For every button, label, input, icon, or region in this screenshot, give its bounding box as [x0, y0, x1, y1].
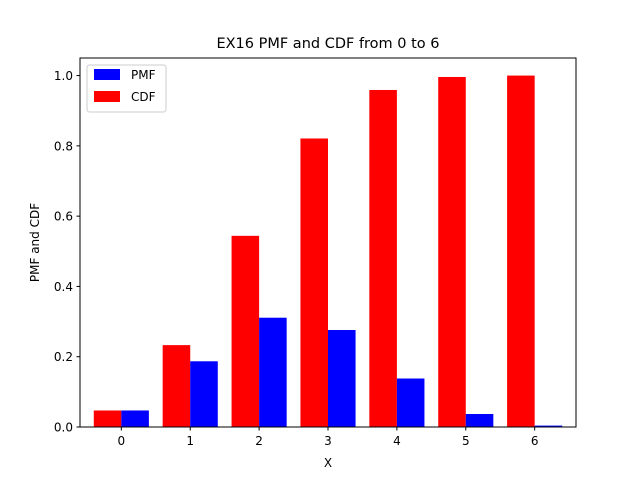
- chart-title: EX16 PMF and CDF from 0 to 6: [216, 36, 439, 52]
- bar-pmf-5: [465, 414, 494, 427]
- y-tick-label: 0.8: [54, 139, 73, 153]
- x-tick-label: 1: [186, 434, 194, 448]
- x-tick-label: 6: [531, 434, 539, 448]
- x-tick-label: 5: [462, 434, 470, 448]
- bar-cdf-3: [300, 138, 328, 428]
- x-tick-label: 0: [118, 434, 126, 448]
- y-tick-label: 0.6: [54, 210, 73, 224]
- y-tick-label: 0.2: [54, 350, 73, 364]
- y-axis-ticks: 0.0 0.2 0.4 0.6 0.8 1.0: [54, 69, 80, 435]
- y-tick-label: 1.0: [54, 69, 73, 83]
- plot-frame: [79, 57, 577, 428]
- bar-cdf-5: [438, 76, 466, 427]
- x-axis-ticks: 0 1 2 3 4 5 6: [118, 427, 539, 448]
- bar-pmf-1: [190, 361, 218, 427]
- bar-cdf-6: [507, 75, 535, 427]
- bar-pmf-0: [121, 410, 149, 427]
- bar-pmf-6: [534, 425, 563, 427]
- bar-cdf-4: [369, 89, 397, 427]
- legend-swatch-pmf: [94, 69, 120, 80]
- bar-pmf-3: [328, 330, 356, 427]
- bar-pmf-2: [259, 317, 287, 427]
- legend: PMF CDF: [86, 64, 167, 113]
- bars-group: [93, 75, 563, 428]
- x-axis-label: X: [324, 456, 332, 470]
- bar-cdf-1: [162, 345, 191, 427]
- bar-cdf-0: [93, 410, 122, 427]
- y-tick-label: 0.0: [54, 421, 73, 435]
- x-tick-label: 2: [255, 434, 263, 448]
- bar-cdf-2: [231, 235, 260, 427]
- bar-pmf-4: [396, 378, 425, 427]
- legend-swatch-cdf: [94, 91, 120, 102]
- x-tick-label: 4: [393, 434, 401, 448]
- legend-label-pmf: PMF: [131, 68, 156, 82]
- x-tick-label: 3: [324, 434, 332, 448]
- y-tick-label: 0.4: [54, 280, 73, 294]
- y-axis-label: PMF and CDF: [28, 203, 42, 282]
- legend-label-cdf: CDF: [131, 90, 156, 104]
